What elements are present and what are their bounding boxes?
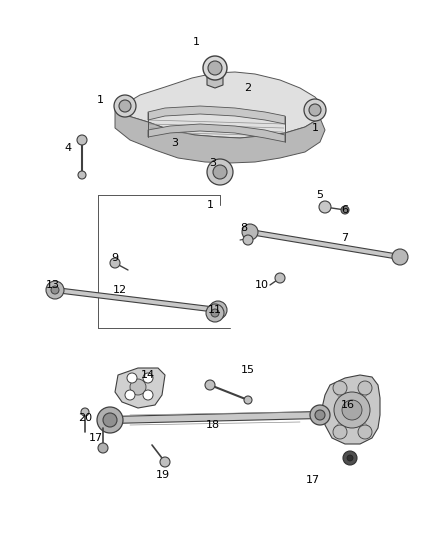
Circle shape [211, 309, 219, 317]
Circle shape [203, 56, 227, 80]
Circle shape [125, 390, 135, 400]
Circle shape [342, 400, 362, 420]
Circle shape [208, 61, 222, 75]
Circle shape [343, 451, 357, 465]
Polygon shape [115, 72, 325, 138]
Circle shape [46, 281, 64, 299]
Text: 13: 13 [46, 280, 60, 290]
Circle shape [114, 95, 136, 117]
Text: 17: 17 [306, 475, 320, 485]
Text: 1: 1 [311, 123, 318, 133]
FancyBboxPatch shape [55, 287, 218, 312]
Text: 1: 1 [206, 200, 213, 210]
FancyBboxPatch shape [250, 230, 400, 260]
Circle shape [143, 390, 153, 400]
Text: 6: 6 [342, 205, 349, 215]
Circle shape [103, 413, 117, 427]
Circle shape [98, 443, 108, 453]
Circle shape [127, 373, 137, 383]
Text: 3: 3 [172, 138, 179, 148]
Circle shape [243, 235, 253, 245]
Text: 9: 9 [111, 253, 119, 263]
Text: 17: 17 [89, 433, 103, 443]
Circle shape [304, 99, 326, 121]
Text: 14: 14 [141, 370, 155, 380]
Text: 2: 2 [244, 83, 251, 93]
Circle shape [143, 373, 153, 383]
Text: 20: 20 [78, 413, 92, 423]
Circle shape [209, 301, 227, 319]
Text: 5: 5 [317, 190, 324, 200]
Text: 11: 11 [208, 305, 222, 315]
Circle shape [207, 159, 233, 185]
Circle shape [275, 273, 285, 283]
Circle shape [333, 381, 347, 395]
Text: 1: 1 [192, 37, 199, 47]
Text: 18: 18 [206, 420, 220, 430]
Polygon shape [115, 110, 325, 163]
Circle shape [81, 408, 89, 416]
Text: 7: 7 [342, 233, 349, 243]
Circle shape [319, 201, 331, 213]
Circle shape [78, 171, 86, 179]
Circle shape [97, 407, 123, 433]
Polygon shape [148, 124, 285, 142]
Circle shape [358, 425, 372, 439]
Circle shape [244, 396, 252, 404]
Circle shape [310, 405, 330, 425]
Circle shape [333, 425, 347, 439]
Circle shape [205, 380, 215, 390]
Text: 4: 4 [64, 143, 71, 153]
Polygon shape [322, 375, 380, 444]
Circle shape [51, 286, 59, 294]
Circle shape [77, 135, 87, 145]
Circle shape [392, 249, 408, 265]
FancyBboxPatch shape [110, 411, 320, 424]
Circle shape [160, 457, 170, 467]
Circle shape [334, 392, 370, 428]
Circle shape [358, 381, 372, 395]
Circle shape [130, 379, 146, 395]
Text: 12: 12 [113, 285, 127, 295]
Circle shape [315, 410, 325, 420]
Text: 15: 15 [241, 365, 255, 375]
Circle shape [110, 258, 120, 268]
Circle shape [341, 206, 349, 214]
Circle shape [347, 455, 353, 461]
Text: 10: 10 [255, 280, 269, 290]
Text: 19: 19 [156, 470, 170, 480]
Polygon shape [115, 368, 165, 408]
Circle shape [206, 304, 224, 322]
Polygon shape [148, 106, 285, 124]
Circle shape [309, 104, 321, 116]
Text: 3: 3 [209, 158, 216, 168]
Circle shape [119, 100, 131, 112]
Text: 8: 8 [240, 223, 247, 233]
Text: 16: 16 [341, 400, 355, 410]
Polygon shape [207, 68, 223, 88]
Circle shape [242, 224, 258, 240]
Text: 1: 1 [96, 95, 103, 105]
Circle shape [213, 165, 227, 179]
